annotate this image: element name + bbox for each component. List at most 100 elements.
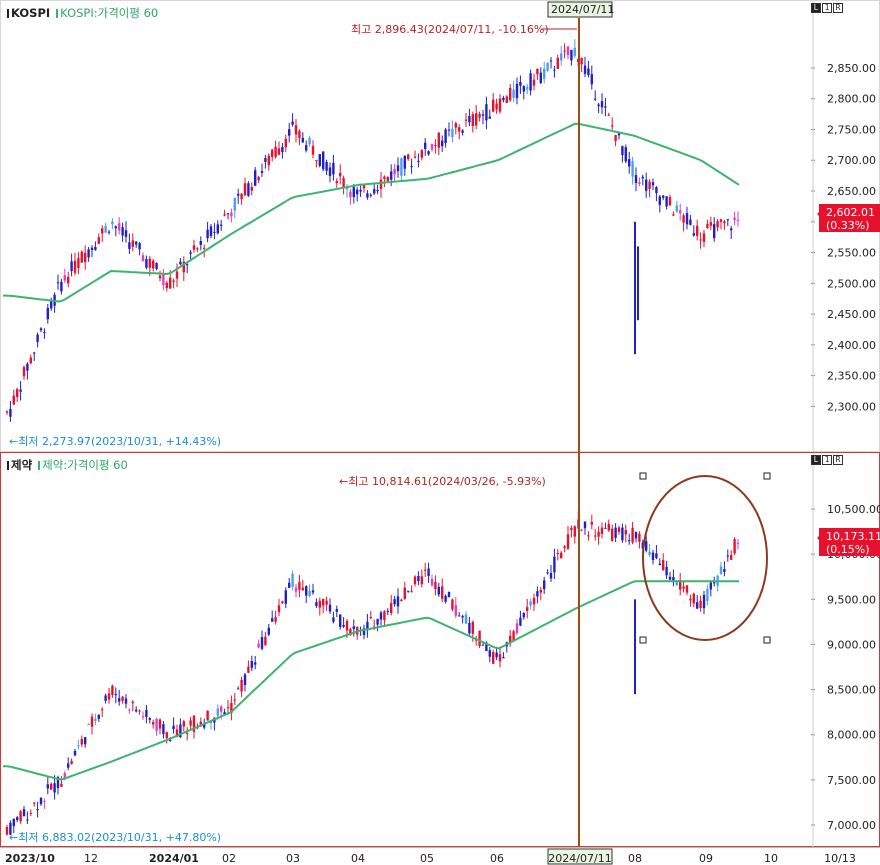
candle-body — [101, 228, 104, 234]
candle-body — [63, 275, 66, 281]
candle-body — [648, 551, 651, 555]
candle-body — [461, 616, 464, 618]
y-tick-label: 8,000.00 — [827, 729, 876, 742]
candle-body — [563, 50, 566, 52]
log-scale-button[interactable]: L — [811, 3, 821, 13]
right-scale-button[interactable]: R — [833, 455, 843, 465]
candle-body — [685, 585, 689, 593]
candle-body — [220, 706, 223, 712]
kospi-chart-pane[interactable]: 2,850.00 2,800.00 2,750.00 2,700.00 2,650.00… — [0, 0, 880, 452]
candle-body — [468, 116, 471, 123]
candle-body — [257, 643, 260, 648]
candle-body — [220, 224, 223, 226]
pharma-chart-svg: 10,500.0010,000.009,500.009,000.008,500.… — [3, 453, 880, 848]
candle-body — [267, 627, 270, 635]
kospi-low-annotation: ←최저 2,273.97(2023/10/31, +14.43%) — [9, 435, 221, 448]
candle-body — [689, 598, 692, 601]
candle-body — [342, 624, 345, 627]
candle-body — [726, 219, 729, 221]
candle-body — [254, 170, 257, 186]
candle-body — [655, 187, 658, 194]
candle-body — [631, 161, 634, 177]
candle-body — [393, 168, 396, 175]
candle-body — [410, 166, 413, 168]
candle-body — [413, 576, 417, 585]
candle-body — [46, 307, 49, 320]
candle-body — [291, 573, 294, 587]
log-scale-button[interactable]: L — [811, 455, 821, 465]
candle-body — [138, 243, 141, 250]
kospi-legend: KOSPI KOSPI:가격이평 60 — [7, 5, 158, 21]
candle-body — [33, 802, 36, 804]
candle-body — [223, 214, 226, 216]
candle-body — [590, 74, 593, 85]
y-tick-label: 2,800.00 — [827, 93, 876, 106]
candle-body — [444, 129, 447, 144]
candle-body — [53, 783, 56, 793]
candle-body — [315, 160, 318, 162]
candle-body — [546, 62, 549, 71]
candle-body — [424, 569, 427, 571]
candle-body — [566, 46, 570, 55]
kospi-chart-svg: 2,850.00 2,800.00 2,750.00 2,700.00 2,650.00… — [3, 1, 880, 451]
candle-body — [352, 626, 355, 630]
candle-body — [604, 527, 607, 529]
candle-body — [447, 591, 451, 598]
candle-body — [111, 685, 114, 695]
candle-body — [342, 178, 345, 188]
candle-body — [379, 612, 383, 620]
candle-body — [277, 148, 281, 155]
candle-body — [104, 225, 107, 233]
ma-marker-icon — [38, 461, 41, 470]
candle-body — [135, 241, 138, 245]
right-scale-button[interactable]: R — [833, 3, 843, 13]
candle-body — [393, 599, 396, 605]
candle-body — [349, 629, 352, 636]
candle-body — [492, 99, 495, 112]
candle-body — [189, 252, 192, 254]
candle-body — [400, 599, 403, 602]
pharma-chart-pane[interactable]: 10,500.0010,000.009,500.009,000.008,500.… — [0, 452, 880, 848]
candle-body — [689, 219, 692, 225]
candle-body — [308, 137, 311, 145]
symbol-marker-icon — [7, 461, 9, 470]
candle-body — [243, 183, 247, 196]
scale-1-button[interactable]: 1 — [822, 455, 832, 465]
candle-body — [356, 189, 359, 195]
pharma-legend: 제약 제약:가격이평 60 — [7, 457, 128, 473]
candle-body — [318, 154, 321, 166]
candle-body — [209, 226, 213, 237]
candle-body — [322, 151, 325, 170]
candle-body — [645, 179, 648, 191]
candle-body — [583, 521, 587, 529]
candle-body — [121, 227, 124, 236]
candle-body — [526, 86, 529, 90]
candle-body — [679, 210, 682, 214]
candle-body — [148, 718, 151, 720]
scale-1-button[interactable]: 1 — [822, 3, 832, 13]
kospi-high-annotation: 최고 2,896.43(2024/07/11, -10.16%) — [351, 23, 549, 36]
candle-body — [288, 129, 291, 136]
candle-body — [587, 68, 590, 76]
candle-body — [502, 97, 505, 101]
candle-body — [186, 732, 189, 734]
candle-body — [294, 125, 298, 135]
candle-body — [662, 195, 665, 198]
candle-body — [308, 591, 311, 597]
candle-body — [675, 580, 678, 585]
candle-body — [560, 53, 563, 61]
candle-body — [529, 73, 532, 91]
candle-body — [56, 282, 60, 284]
candle-body — [458, 127, 461, 132]
candle-body — [685, 213, 689, 225]
y-tick-label: 7,000.00 — [827, 819, 876, 832]
candle-body — [668, 576, 672, 580]
candle-body — [631, 528, 634, 543]
candle-body — [192, 715, 196, 732]
candle-body — [651, 182, 655, 186]
selection-handle — [763, 636, 771, 644]
candle-body — [420, 150, 423, 158]
candle-body — [70, 261, 73, 272]
candle-body — [26, 819, 29, 821]
candle-body — [719, 566, 723, 575]
